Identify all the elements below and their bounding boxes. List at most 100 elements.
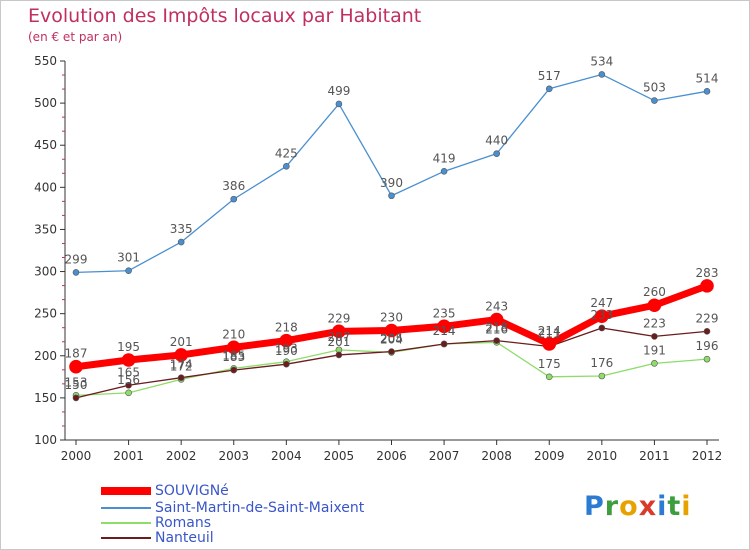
data-label-romans: 216 (485, 322, 508, 336)
data-point-nanteuil (72, 394, 80, 402)
y-tick-label: 350 (34, 222, 57, 236)
data-label-souvigne: 260 (643, 285, 666, 299)
data-point-souvigne (384, 323, 399, 338)
legend-label-nanteuil: Nanteuil (155, 530, 214, 546)
data-point-romans (651, 360, 658, 367)
x-tick-label: 2011 (639, 449, 670, 463)
data-point-souvigne (542, 337, 557, 351)
data-label-saint_martin: 299 (65, 252, 88, 266)
data-label-romans: 191 (643, 343, 666, 357)
data-label-saint_martin: 534 (590, 54, 613, 68)
data-point-nanteuil (651, 333, 658, 340)
data-point-nanteuil (598, 324, 606, 332)
data-label-souvigne: 283 (696, 266, 719, 280)
data-label-romans: 204 (380, 332, 403, 346)
data-label-souvigne: 201 (170, 335, 193, 349)
data-point-saint_martin (598, 71, 606, 78)
data-point-souvigne (595, 309, 609, 323)
data-label-saint_martin: 335 (170, 222, 193, 236)
data-label-romans: 196 (696, 339, 719, 353)
data-point-souvigne (226, 340, 241, 355)
data-point-souvigne (279, 333, 294, 348)
data-point-romans (703, 355, 711, 363)
y-tick-label: 550 (34, 54, 57, 68)
data-point-romans (598, 372, 606, 380)
data-label-nanteuil: 223 (643, 316, 666, 330)
x-tick-label: 2003 (218, 449, 249, 463)
data-label-romans: 156 (117, 373, 140, 387)
y-tick-label: 400 (34, 180, 57, 194)
chart-title: Evolution des Impôts locaux par Habitant (28, 5, 422, 27)
data-label-souvigne: 214 (538, 324, 561, 338)
legend-swatch-nanteuil (101, 537, 151, 539)
data-point-souvigne (332, 324, 346, 339)
series-line-saint_martin (75, 73, 708, 274)
data-point-saint_martin (545, 85, 553, 93)
data-point-nanteuil (335, 351, 343, 359)
data-label-saint_martin: 503 (643, 81, 666, 95)
data-point-nanteuil (703, 328, 711, 335)
data-label-romans: 153 (65, 375, 88, 389)
data-point-nanteuil (440, 340, 448, 348)
data-label-saint_martin: 419 (433, 151, 456, 165)
data-point-nanteuil (388, 348, 395, 355)
y-tick-label: 300 (34, 265, 57, 279)
data-label-nanteuil: 201 (327, 335, 350, 349)
data-point-saint_martin (177, 238, 185, 246)
y-tick-label: 200 (34, 349, 57, 363)
legend-label-romans: Romans (155, 515, 212, 531)
data-label-nanteuil: 211 (538, 327, 561, 341)
data-label-saint_martin: 301 (117, 251, 140, 265)
data-point-saint_martin (493, 150, 500, 157)
data-label-nanteuil: 233 (590, 308, 613, 322)
data-label-romans: 185 (222, 348, 245, 362)
data-label-romans: 207 (327, 330, 350, 344)
data-label-nanteuil: 214 (433, 324, 456, 338)
data-point-saint_martin (72, 269, 80, 276)
y-tick-label: 100 (34, 433, 57, 447)
data-label-saint_martin: 440 (485, 134, 508, 148)
data-label-souvigne: 243 (485, 300, 508, 314)
legend-item-romans: Romans (101, 515, 211, 531)
data-label-souvigne: 187 (65, 347, 88, 361)
data-label-souvigne: 229 (327, 311, 350, 325)
legend-label-souvigne: SOUVIGNé (155, 483, 229, 499)
y-tick-label: 450 (34, 138, 57, 152)
data-label-souvigne: 218 (275, 321, 298, 335)
data-point-souvigne (174, 348, 188, 362)
x-tick-label: 2012 (692, 449, 723, 463)
data-label-souvigne: 247 (590, 296, 613, 310)
data-point-nanteuil (125, 381, 132, 389)
data-label-saint_martin: 425 (275, 146, 298, 160)
x-tick-label: 2009 (534, 449, 565, 463)
data-point-souvigne (647, 298, 662, 313)
data-point-souvigne (69, 359, 83, 374)
x-tick-label: 2005 (324, 449, 355, 463)
x-tick-label: 2002 (166, 449, 197, 463)
legend-label-saint-martin: Saint-Martin-de-Saint-Maixent (155, 500, 365, 516)
legend-item-souvigne: SOUVIGNé (101, 483, 229, 499)
data-point-nanteuil (230, 366, 238, 374)
legend-item-saint-martin: Saint-Martin-de-Saint-Maixent (101, 500, 364, 516)
x-tick-label: 2010 (587, 449, 618, 463)
data-point-saint_martin (651, 97, 658, 104)
data-label-saint_martin: 386 (222, 179, 245, 193)
x-tick-label: 2008 (481, 449, 512, 463)
data-label-saint_martin: 514 (696, 71, 719, 85)
data-point-romans (125, 389, 132, 397)
data-point-souvigne (489, 312, 504, 327)
data-label-souvigne: 210 (222, 327, 245, 341)
data-label-romans: 193 (275, 342, 298, 356)
data-label-saint_martin: 499 (327, 84, 350, 98)
data-label-romans: 214 (433, 324, 456, 338)
data-label-romans: 175 (538, 357, 561, 371)
proxiti-logo: Proxiti (584, 491, 692, 522)
data-point-nanteuil (493, 337, 500, 344)
data-label-nanteuil: 229 (696, 311, 719, 325)
x-tick-label: 2004 (271, 449, 302, 463)
data-label-nanteuil: 205 (380, 332, 403, 346)
data-label-romans: 172 (170, 359, 193, 373)
y-tick-label: 500 (34, 96, 57, 110)
legend-item-nanteuil: Nanteuil (101, 530, 214, 546)
